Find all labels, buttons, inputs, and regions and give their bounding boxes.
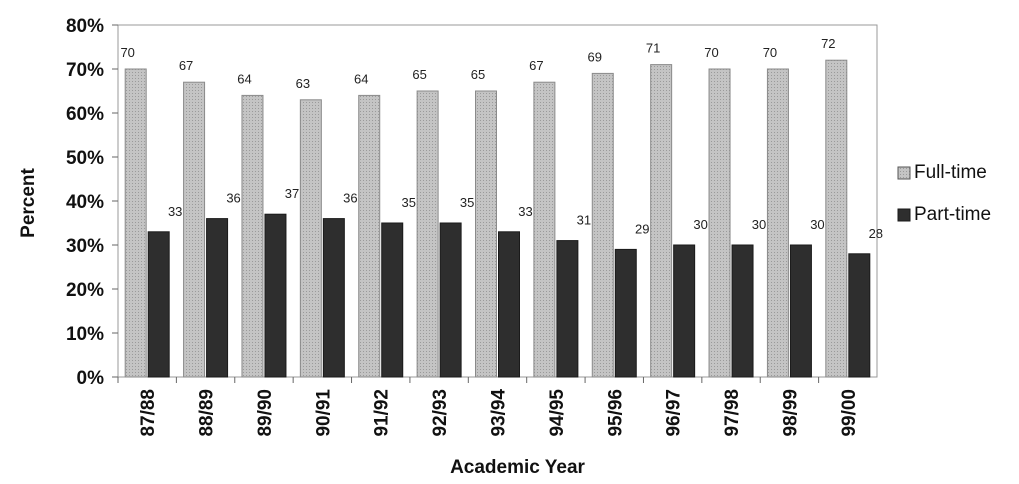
legend-swatch-full-time	[897, 166, 911, 180]
y-tick-label: 70%	[66, 60, 104, 81]
bar-part-time-92-93	[439, 222, 462, 378]
x-tick-label: 93/94	[489, 389, 510, 437]
data-label: 70	[704, 45, 718, 60]
data-label: 70	[763, 45, 777, 60]
x-tick-label: 98/99	[780, 389, 801, 437]
data-label: 33	[168, 204, 182, 219]
x-tick-label: 99/00	[839, 389, 860, 437]
x-tick-label: 91/92	[372, 389, 393, 437]
data-label: 63	[296, 76, 310, 91]
x-tick-label: 95/96	[605, 389, 626, 437]
bar-part-time-90-91	[322, 218, 345, 378]
bar-full-time-89-90	[241, 94, 264, 378]
data-label: 30	[810, 217, 824, 232]
bar-full-time-97-98	[708, 68, 731, 378]
data-label: 67	[529, 58, 543, 73]
y-tick-label: 20%	[66, 280, 104, 301]
bar-full-time-98-99	[766, 68, 789, 378]
bar-full-time-87-88	[124, 68, 147, 378]
data-label: 36	[226, 191, 240, 206]
bar-full-time-93-94	[475, 90, 497, 378]
x-tick-label: 88/89	[197, 389, 218, 437]
x-axis-title: Academic Year	[450, 457, 585, 478]
x-tick-label: 94/95	[547, 389, 568, 437]
bar-part-time-95-96	[614, 248, 637, 378]
y-axis: 0% 10% 20% 30% 40% 50% 60% 70% 80%	[66, 16, 118, 389]
legend-label-part-time: Part-time	[914, 204, 991, 225]
y-tick-label: 60%	[66, 104, 104, 125]
data-label: 37	[285, 186, 299, 201]
y-tick-label: 0%	[77, 368, 105, 389]
plot-area: 0% 10% 20% 30% 40% 50% 60% 70% 80% 70 33 67 36 64 37 6…	[66, 16, 883, 437]
x-tick-label: 89/90	[255, 389, 276, 437]
data-label: 65	[412, 67, 426, 82]
bar-full-time-90-91	[299, 99, 322, 378]
data-label: 30	[752, 217, 766, 232]
y-tick-label: 50%	[66, 148, 104, 169]
data-label: 36	[343, 191, 357, 206]
data-label: 64	[237, 71, 251, 86]
legend: Full-time Part-time	[897, 162, 991, 225]
data-label: 64	[354, 71, 368, 86]
data-label: 72	[821, 36, 835, 51]
bar-part-time-98-99	[789, 244, 812, 378]
y-axis-title: Percent	[18, 167, 39, 237]
x-tick-label: 97/98	[722, 389, 743, 437]
data-label: 70	[120, 45, 134, 60]
x-tick-label: 87/88	[138, 389, 159, 437]
bar-full-time-92-93	[416, 90, 439, 378]
y-tick-label: 80%	[66, 16, 104, 37]
bar-part-time-88-89	[206, 218, 229, 378]
data-label: 69	[588, 49, 602, 64]
data-label: 30	[693, 217, 707, 232]
bar-part-time-97-98	[731, 244, 754, 378]
legend-swatch-part-time	[897, 208, 911, 222]
data-label: 31	[577, 213, 591, 228]
data-label: 29	[635, 221, 649, 236]
data-label: 35	[460, 195, 474, 210]
x-axis: 87/88 88/89 89/90 90/91 91/92 92/93 93/94 94/95…	[117, 377, 860, 437]
data-label: 28	[869, 226, 883, 241]
legend-label-full-time: Full-time	[914, 162, 987, 183]
x-tick-label: 90/91	[313, 389, 334, 437]
data-label: 65	[471, 67, 485, 82]
bar-part-time-87-88	[147, 231, 170, 378]
data-label: 33	[518, 204, 532, 219]
y-tick-label: 30%	[66, 236, 104, 257]
y-tick-label: 40%	[66, 192, 104, 213]
bar-part-time-96-97	[673, 244, 696, 378]
data-label: 71	[646, 41, 660, 56]
bar-part-time-94-95	[556, 240, 579, 378]
bar-full-time-91-92	[358, 94, 381, 378]
bar-full-time-95-96	[591, 72, 614, 378]
bar-part-time-99-00	[848, 253, 871, 378]
bar-full-time-94-95	[533, 81, 556, 378]
y-tick-label: 10%	[66, 324, 104, 345]
data-label: 67	[179, 58, 193, 73]
bar-full-time-99-00	[825, 59, 848, 378]
data-label: 35	[401, 195, 415, 210]
bar-part-time-93-94	[498, 231, 520, 378]
bar-part-time-91-92	[381, 222, 404, 378]
bars: 70 33 67 36 64 37 63 36 64 35 65 35 65 33 67 31 69 29 71 30…	[120, 36, 883, 378]
x-tick-label: 92/93	[430, 389, 451, 437]
bar-part-time-89-90	[264, 213, 287, 378]
bar-full-time-96-97	[650, 64, 673, 378]
bar-full-time-88-89	[183, 81, 206, 378]
x-tick-label: 96/97	[664, 389, 685, 437]
